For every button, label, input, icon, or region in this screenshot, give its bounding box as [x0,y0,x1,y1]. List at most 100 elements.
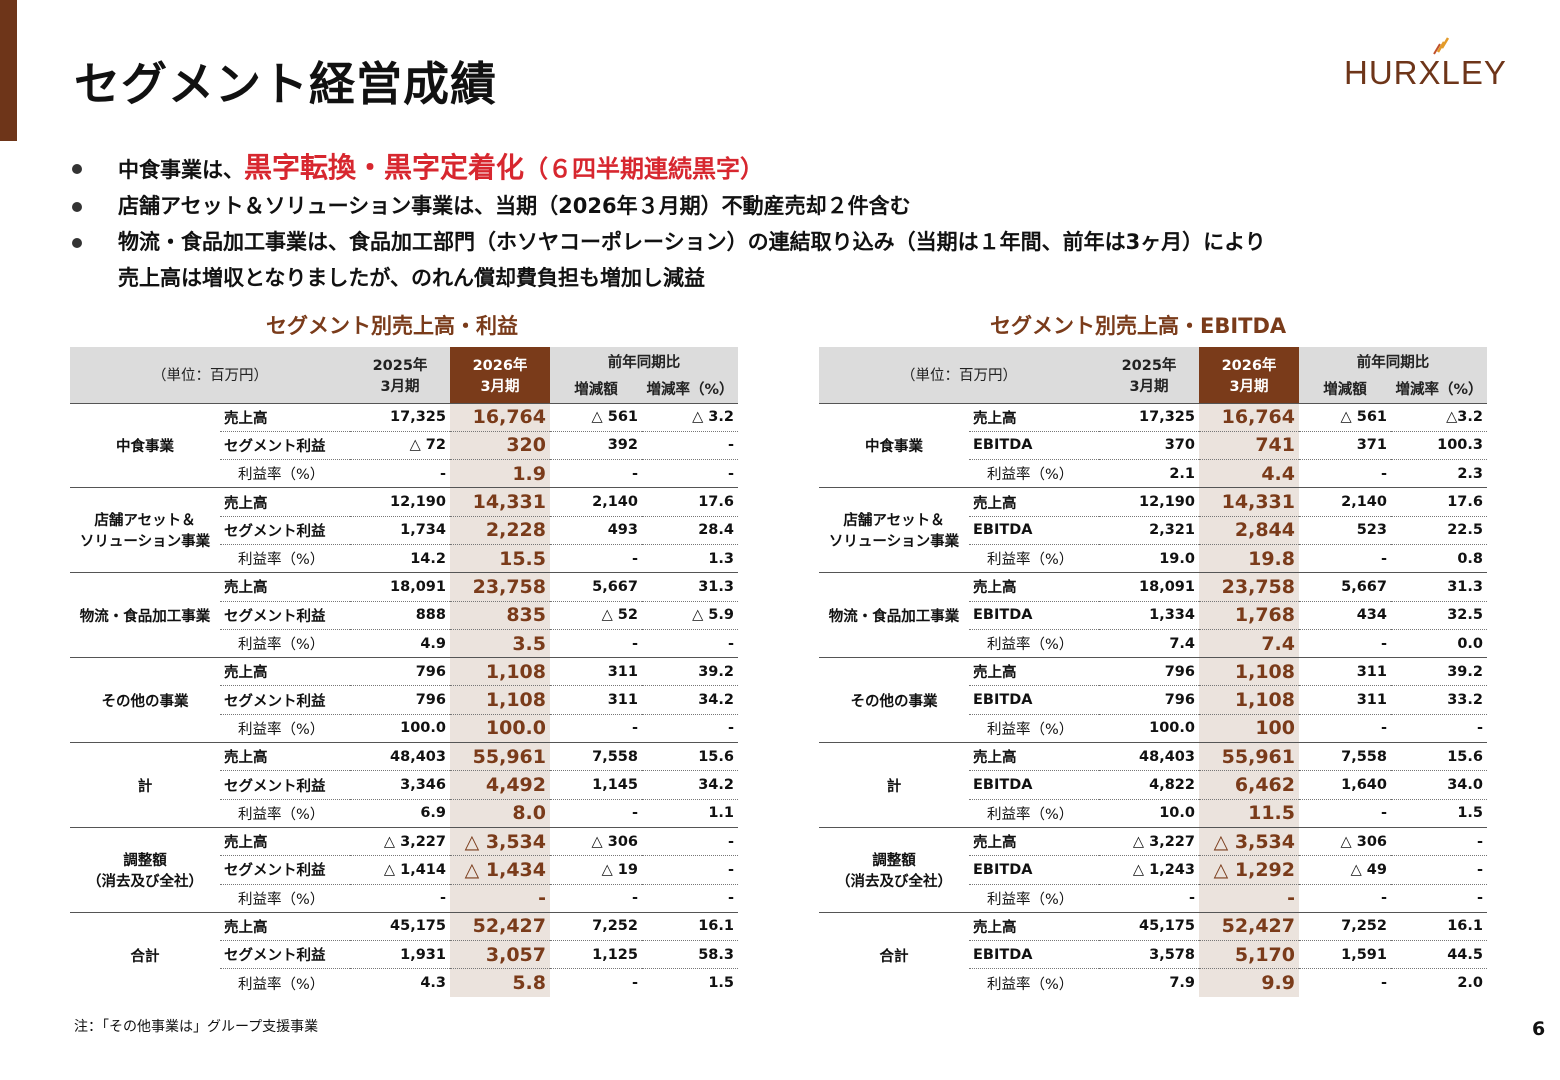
rate-value: - [642,855,738,885]
diff-value: 311 [1299,657,1391,687]
rate-value: 15.6 [642,742,738,772]
rate-value: 0.8 [1457,550,1483,567]
row-label: 売上高 [969,742,1099,772]
rate-value: 39.2 [1391,657,1487,687]
row-label: EBITDA [969,770,1099,800]
table-row: 物流・食品加工事業 売上高 18,091 23,758 5,667 31.3 [70,572,738,658]
diff-value: - [1380,550,1387,567]
current-value: 11.5 [1199,799,1299,828]
table-row: 利益率（%） 7.4 7.4 - 0.0 [819,629,1487,658]
prev-year-header: 2025年 3月期 [1099,347,1199,403]
prev-value: 796 [350,685,450,715]
diff-value: - [631,890,638,907]
table-row: 利益率（%） -1.9- - [70,459,738,488]
prev-value: 6.9 [420,805,446,822]
rate-value: - [642,826,738,857]
current-value: △ 1,292 [1199,855,1299,885]
rate-value: - [1391,826,1487,857]
prev-value: 888 [350,601,450,630]
diff-value: 2,140 [550,487,642,517]
table-row: 利益率（%） 6.9 8.0 - 1.1 [70,799,738,828]
rate-value: 1.5 [708,975,734,992]
table-row: 利益率（%） 2.1 4.4 - 2.3 [819,459,1487,488]
current-value: 14,331 [1199,487,1299,517]
row-label: セグメント利益 [220,855,350,885]
diff-value: 371 [1299,431,1391,461]
unit-header: （単位：百万円） [819,347,1099,403]
rate-value: 58.3 [642,940,738,970]
rate-value: 33.2 [1391,685,1487,715]
current-value: 15.5 [450,544,550,573]
diff-value: 1,145 [550,770,642,800]
table-row: セグメント利益 888 835 △ 52 △ 5.9 [70,601,738,630]
segment-name: 調整額 （消去及び全社） [819,826,969,913]
diff-value: 5,667 [550,572,642,602]
rate-value: 17.6 [1391,487,1487,517]
bullet-2: 店舗アセット＆ソリューション事業は、当期（2026年３月期）不動産売却２件含む [72,188,1512,224]
rate-value: 32.5 [1391,601,1487,630]
current-value: 8.0 [450,799,550,828]
diff-value: - [631,975,638,992]
rate-value: - [1391,855,1487,885]
current-value: 55,961 [1199,742,1299,772]
rate-value: 34.2 [642,770,738,800]
prev-value: 3,346 [350,770,450,800]
diff-value: △ 49 [1299,855,1391,885]
rate-value: 28.4 [642,516,738,545]
prev-value: 370 [1099,431,1199,461]
rate-value: 31.3 [1391,572,1487,602]
row-label: 利益率（%） [987,891,1074,908]
prev-value: 796 [350,657,450,687]
current-value: 2,228 [450,516,550,545]
row-label: セグメント利益 [220,431,350,461]
current-value: 52,427 [450,911,550,942]
segment-name: 物流・食品加工事業 [70,572,220,658]
row-label: 売上高 [220,911,350,942]
table-row: 利益率（%） 10.0 11.5 - 1.5 [819,799,1487,828]
table-row: セグメント利益 796 1,108 311 34.2 [70,685,738,715]
segment-name: 合計 [70,911,220,998]
row-label: 利益率（%） [987,806,1074,823]
page-title: セグメント経営成績 [74,57,497,111]
yoy-header: 前年同期比 [1299,347,1487,375]
segment-name: 店舗アセット＆ ソリューション事業 [70,487,220,573]
current-value: 14,331 [450,487,550,517]
prev-value: 18,091 [1099,572,1199,602]
diff-value: 392 [550,431,642,461]
prev-value: 7.9 [1169,975,1195,992]
diff-value: - [1380,805,1387,822]
diff-value: - [1380,720,1387,737]
current-year-header: 2026年 3月期 [450,347,550,403]
current-value: 16,764 [450,402,550,432]
row-label: 売上高 [969,572,1099,602]
prev-value: 100.0 [1149,720,1195,737]
diff-value: 2,140 [1299,487,1391,517]
row-label: EBITDA [969,431,1099,461]
rate-value: 16.1 [1391,911,1487,942]
diff-value: 434 [1299,601,1391,630]
table-row: セグメント利益 3,346 4,492 1,145 34.2 [70,770,738,800]
prev-value: 17,325 [350,402,450,432]
prev-value: 14.2 [410,550,446,567]
diff-value: △ 561 [1299,402,1391,432]
table-row: その他の事業 売上高 796 1,108 311 39.2 [70,657,738,743]
prev-value: 12,190 [1099,487,1199,517]
right-table-title: セグメント別売上高・EBITDA [990,314,1287,338]
current-value: 5,170 [1199,940,1299,970]
rate-value: - [727,635,734,652]
row-label: 売上高 [220,826,350,857]
bullet-1-text: 中食事業は、 [118,158,244,182]
table-row: 計売上高 48,403 55,961 7,558 15.6 [819,742,1487,828]
diff-value: 311 [1299,685,1391,715]
row-label: EBITDA [969,940,1099,970]
prev-value: 7.4 [1169,635,1195,652]
current-value: - [450,884,550,913]
current-value: 100 [1199,714,1299,743]
rate-value: - [727,465,734,482]
rate-value: △ 5.9 [642,601,738,630]
table-row: EBITDA 4,822 6,462 1,640 34.0 [819,770,1487,800]
current-value: 3,057 [450,940,550,970]
row-label: 利益率（%） [987,637,1074,654]
table-row: 利益率（%） 7.9 9.9 - 2.0 [819,968,1487,998]
rate-value: 15.6 [1391,742,1487,772]
